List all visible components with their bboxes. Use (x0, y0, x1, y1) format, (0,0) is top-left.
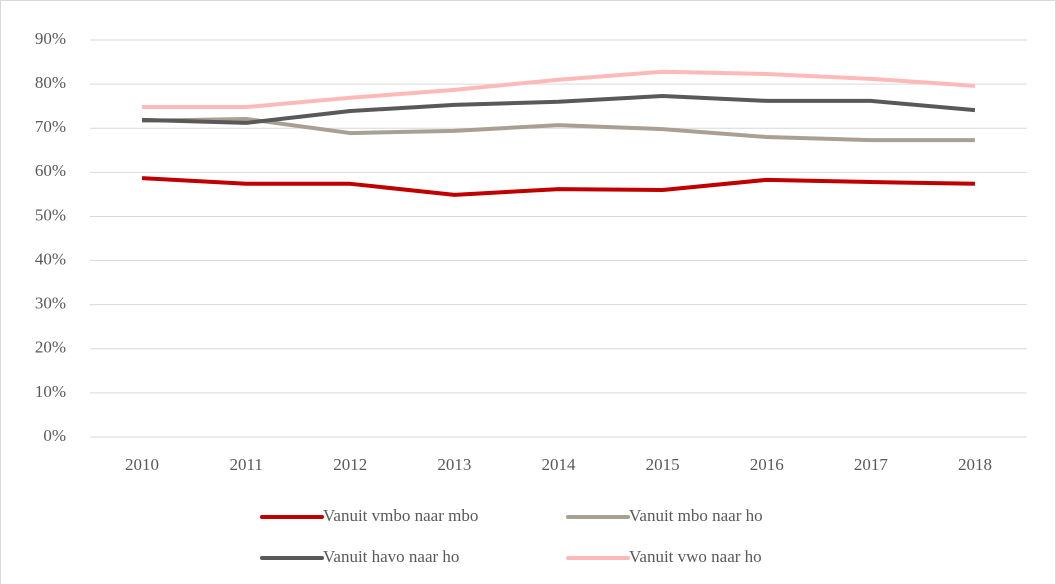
legend-label: Vanuit havo naar ho (323, 547, 459, 566)
x-tick-label: 2015 (646, 455, 680, 474)
y-tick-label: 30% (35, 294, 66, 313)
x-tick-label: 2012 (333, 455, 367, 474)
y-tick-label: 90% (35, 29, 66, 48)
y-tick-label: 80% (35, 73, 66, 92)
series-line (141, 94, 976, 125)
legend-label: Vanuit mbo naar ho (629, 506, 763, 525)
y-tick-label: 70% (35, 117, 66, 136)
x-tick-label: 2017 (854, 455, 889, 474)
x-tick-label: 2016 (750, 455, 784, 474)
y-tick-label: 20% (35, 338, 66, 357)
x-tick-label: 2010 (125, 455, 159, 474)
x-tick-label: 2014 (542, 455, 577, 474)
legend-label: Vanuit vwo naar ho (629, 547, 762, 566)
x-tick-label: 2013 (437, 455, 471, 474)
y-tick-label: 60% (35, 161, 66, 180)
series-line (141, 176, 975, 197)
series-line (142, 69, 976, 110)
y-tick-label: 40% (35, 249, 66, 268)
x-tick-label: 2018 (958, 455, 992, 474)
x-tick-label: 2011 (229, 455, 262, 474)
legend-label: Vanuit vmbo naar mbo (323, 506, 478, 525)
y-tick-label: 50% (35, 205, 66, 224)
y-tick-label: 0% (43, 426, 66, 445)
y-tick-label: 10% (35, 382, 66, 401)
series-line (142, 116, 975, 143)
